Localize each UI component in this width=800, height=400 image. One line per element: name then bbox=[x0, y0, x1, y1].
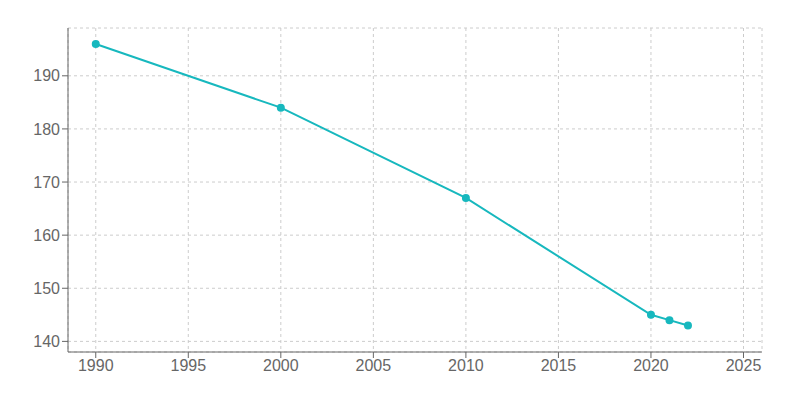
svg-text:2020: 2020 bbox=[633, 357, 669, 374]
svg-text:150: 150 bbox=[33, 280, 60, 297]
svg-text:170: 170 bbox=[33, 174, 60, 191]
svg-text:160: 160 bbox=[33, 227, 60, 244]
svg-text:2015: 2015 bbox=[541, 357, 577, 374]
svg-text:1995: 1995 bbox=[170, 357, 206, 374]
svg-text:190: 190 bbox=[33, 67, 60, 84]
svg-text:2000: 2000 bbox=[263, 357, 299, 374]
svg-text:2025: 2025 bbox=[726, 357, 762, 374]
svg-text:2010: 2010 bbox=[448, 357, 484, 374]
svg-text:180: 180 bbox=[33, 121, 60, 138]
svg-text:2005: 2005 bbox=[356, 357, 392, 374]
svg-text:140: 140 bbox=[33, 333, 60, 350]
svg-text:1990: 1990 bbox=[78, 357, 114, 374]
